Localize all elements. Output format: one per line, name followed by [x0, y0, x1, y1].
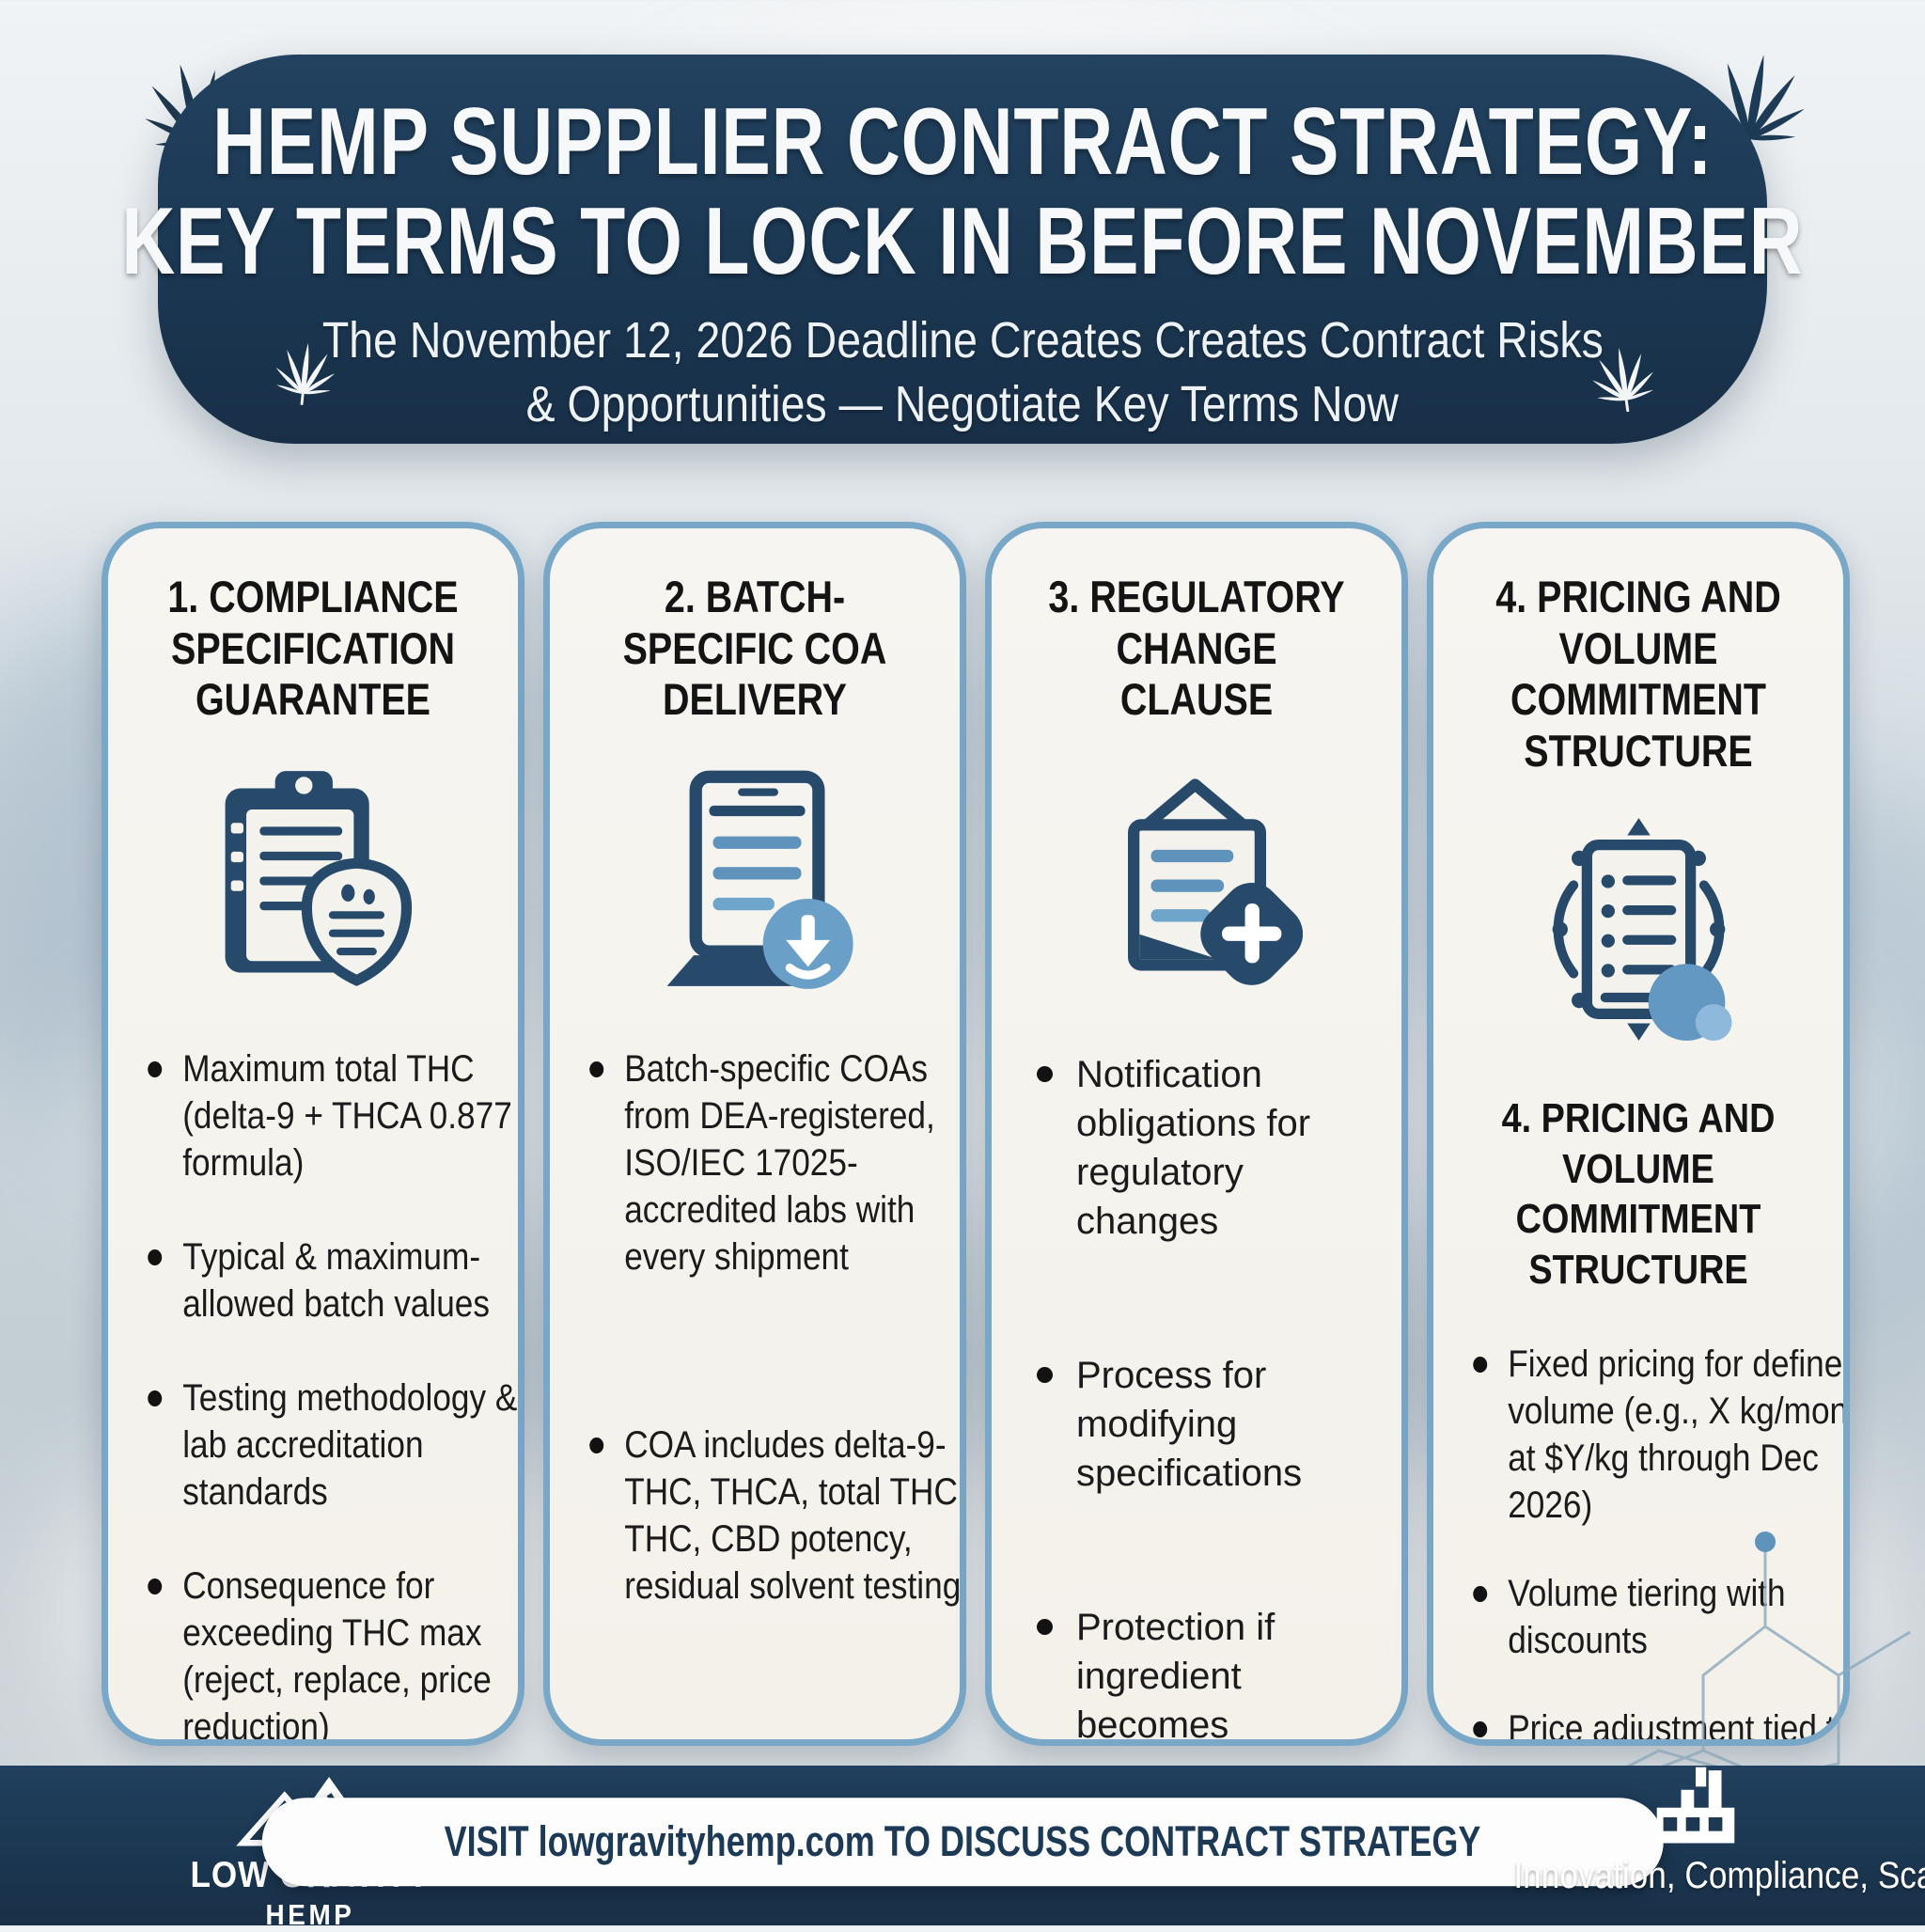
bullet-list: Maximum total THC (delta-9 + THCA 0.877 …: [108, 1045, 518, 1739]
bullet-item: Protection if ingredient becomes commerc…: [1035, 1603, 1377, 1739]
document-plus-icon: [1127, 778, 1303, 985]
bullet-item: Typical & maximum-allowed batch values: [146, 1233, 518, 1327]
card-batch-coa-delivery: 2. BATCH-SPECIFIC COA DELIVERY Batch-spe…: [543, 522, 966, 1746]
card-pricing-volume-commitment: 4. PRICING AND VOLUME COMMITMENT STRUCTU…: [1427, 522, 1850, 1746]
card-title: 2. BATCH-SPECIFIC COA DELIVERY: [622, 572, 887, 725]
page-title-line2: KEY TERMS TO LOCK IN BEFORE NOVEMBER: [121, 189, 1804, 295]
footer-bar: LOW GRAVITY HEMP VISIT lowgravityhemp.co…: [0, 1766, 1925, 1931]
bullet-item: Fixed pricing for defined volume (e.g., …: [1471, 1341, 1843, 1529]
clipboard-seal-icon: [225, 770, 412, 986]
card-title: 1. COMPLIANCE SPECIFICATION GUARANTEE: [167, 572, 459, 725]
card-regulatory-change-clause: 3. REGULATORY CHANGE CLAUSE Notification…: [985, 522, 1408, 1746]
tablet-download-icon: [666, 770, 853, 989]
factory-icon: [1656, 1767, 1735, 1844]
visit-website-button[interactable]: VISIT lowgravityhemp.com TO DISCUSS CONT…: [261, 1798, 1664, 1887]
bullet-item: Consequence for exceeding THC max (rejec…: [146, 1563, 518, 1739]
bullet-list: Batch-specific COAs from DEA-registered,…: [550, 1045, 960, 1610]
bullet-item: Volume tiering with discounts: [1471, 1570, 1843, 1664]
bullet-item: Maximum total THC (delta-9 + THCA 0.877 …: [146, 1045, 518, 1186]
bullet-list: Notification obligations for regulatory …: [992, 1050, 1401, 1739]
page-subtitle-line2: & Opportunities — Negotiate Key Terms No…: [525, 375, 1400, 432]
bullet-list: Fixed pricing for defined volume (e.g., …: [1433, 1341, 1843, 1739]
bullet-item: Process for modifying specifications: [1035, 1351, 1377, 1498]
page-title-line1: HEMP SUPPLIER CONTRACT STRATEGY:: [211, 89, 1714, 195]
card-title: 3. REGULATORY CHANGE CLAUSE: [1048, 572, 1345, 725]
bullet-item: Testing methodology & lab accreditation …: [146, 1374, 518, 1516]
card-compliance-specification: 1. COMPLIANCE SPECIFICATION GUARANTEE Ma…: [102, 522, 524, 1746]
checklist-gear-icon: [1552, 818, 1732, 1041]
bullet-item: Notification obligations for regulatory …: [1035, 1050, 1377, 1246]
cta-label: VISIT lowgravityhemp.com TO DISCUSS CONT…: [444, 1817, 1481, 1866]
card-title: 4. PRICING AND VOLUME COMMITMENT STRUCTU…: [1495, 572, 1781, 776]
bullet-item: COA includes delta-9-THC, THCA, total TH…: [587, 1422, 960, 1610]
brand-name-line2: HEMP: [265, 1898, 355, 1931]
tagline-text: Innovation, Compliance, Scalability.: [1513, 1855, 1925, 1896]
bullet-item: Batch-specific COAs from DEA-registered,…: [587, 1045, 960, 1280]
header-banner: HEMP SUPPLIER CONTRACT STRATEGY: KEY TER…: [121, 55, 1803, 444]
tagline-block: Innovation, Compliance, Scalability.: [1489, 1766, 1925, 1897]
card-subheading: 4. PRICING AND VOLUME COMMITMENT STRUCTU…: [1501, 1095, 1776, 1294]
page-subtitle-line1: The November 12, 2026 Deadline Creates C…: [321, 312, 1604, 369]
bullet-item: Price adjustment tied to objective costs…: [1471, 1705, 1843, 1739]
